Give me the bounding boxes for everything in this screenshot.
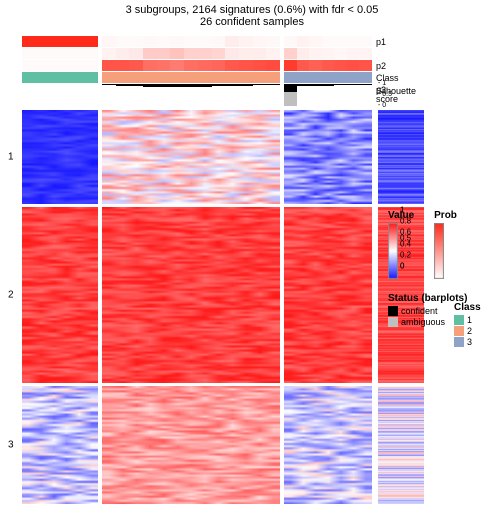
heatmap-canvas bbox=[22, 207, 98, 383]
heatmap-row-2: 2 bbox=[22, 207, 372, 383]
colorbar-prob bbox=[434, 223, 444, 279]
anno-label-p2: p2 bbox=[376, 61, 386, 71]
heatmap-row-3: 3 bbox=[22, 386, 372, 504]
tick: 0.5 bbox=[400, 234, 411, 243]
silhouette-axis: - 1- 0.5- 0 bbox=[378, 84, 408, 106]
legend-label: ambiguous bbox=[401, 317, 445, 327]
heatmap-canvas bbox=[284, 386, 372, 504]
legend-class: Class 123 bbox=[454, 302, 481, 348]
swatch bbox=[454, 315, 464, 325]
tick: 0.2 bbox=[400, 250, 411, 259]
title-line2: 26 confident samples bbox=[0, 16, 504, 30]
legend-label: 2 bbox=[467, 326, 472, 336]
sil-tick: - 0 bbox=[378, 102, 386, 109]
row-group-label: 1 bbox=[8, 152, 14, 163]
main-plot: p1p2p3ClassSilhouettescore 123 bbox=[22, 36, 372, 496]
heatmap-canvas bbox=[102, 207, 280, 383]
legend-zone: Value 10.80.60.40.20 Prob 10.50 Status (… bbox=[388, 210, 500, 335]
heatmap-canvas bbox=[22, 110, 98, 204]
anno-row-p2: p2 bbox=[22, 48, 372, 59]
title-line1: 3 subgroups, 2164 signatures (0.6%) with… bbox=[0, 0, 504, 16]
legend-item: ambiguous bbox=[388, 317, 500, 327]
anno-row-silhouette: Silhouettescore bbox=[22, 84, 372, 106]
dendro-rows-3 bbox=[378, 386, 424, 504]
heatmap-canvas bbox=[102, 386, 280, 504]
legend-label: 3 bbox=[467, 337, 472, 347]
annotation-stack: p1p2p3ClassSilhouettescore bbox=[22, 36, 372, 106]
tick: 0.8 bbox=[400, 217, 411, 226]
sil-tick: - 0.5 bbox=[378, 91, 392, 98]
legend-status-title: Status (barplots) bbox=[388, 293, 500, 304]
swatch bbox=[388, 306, 398, 316]
legend-item: 2 bbox=[454, 326, 481, 336]
legend-status: Status (barplots) confidentambiguous bbox=[388, 293, 500, 327]
legend-item: 3 bbox=[454, 337, 481, 347]
legend-prob-title: Prob bbox=[434, 210, 457, 221]
legend-item: 1 bbox=[454, 315, 481, 325]
anno-row-p1: p1 bbox=[22, 36, 372, 47]
legend-prob: Prob 10.50 bbox=[434, 210, 457, 279]
dendro-rows-1 bbox=[378, 110, 424, 204]
anno-row-p3: p3 bbox=[22, 60, 372, 71]
swatch bbox=[388, 317, 398, 327]
heatmap-canvas bbox=[22, 386, 98, 504]
heatmap-canvas bbox=[284, 110, 372, 204]
heatmap-canvas bbox=[284, 207, 372, 383]
anno-row-class: Class bbox=[22, 72, 372, 83]
heatmap-canvas bbox=[102, 110, 280, 204]
heatmap-row-1: 1 bbox=[22, 110, 372, 204]
legend-item: confident bbox=[388, 306, 500, 316]
tick: 0 bbox=[400, 262, 404, 271]
row-group-label: 2 bbox=[8, 290, 14, 301]
tick: 1 bbox=[400, 206, 404, 215]
legend-label: 1 bbox=[467, 315, 472, 325]
sil-tick: - 1 bbox=[378, 80, 386, 87]
swatch bbox=[454, 337, 464, 347]
heatmap-stack: 123 bbox=[22, 110, 372, 504]
swatch bbox=[454, 326, 464, 336]
legend-label: confident bbox=[401, 306, 438, 316]
row-group-label: 3 bbox=[8, 440, 14, 451]
legend-class-title: Class bbox=[454, 302, 481, 313]
anno-label-p1: p1 bbox=[376, 37, 386, 47]
colorbar-value bbox=[388, 223, 398, 279]
